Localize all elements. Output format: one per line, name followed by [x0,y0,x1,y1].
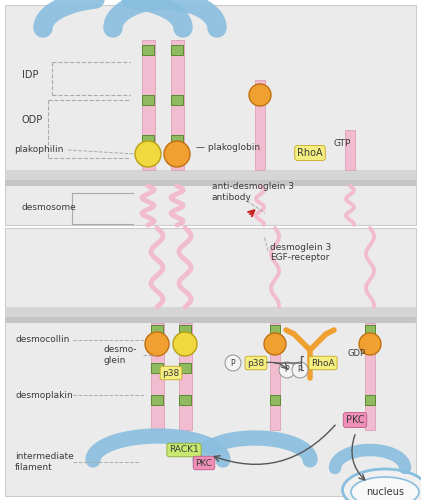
Circle shape [292,362,308,378]
Text: P: P [298,366,302,374]
Bar [5,180,416,186]
Circle shape [145,332,169,356]
Bar [142,95,154,105]
Circle shape [264,333,286,355]
Text: IDP: IDP [22,70,38,80]
Bar [270,395,280,405]
Circle shape [173,332,197,356]
Bar [270,323,280,430]
Text: PKC: PKC [195,458,213,468]
Circle shape [225,355,241,371]
Bar [150,323,163,430]
Bar [5,307,416,317]
Circle shape [279,362,295,378]
Bar [151,395,163,405]
Bar [142,135,154,145]
Text: nucleus: nucleus [366,487,404,497]
Bar [365,325,375,335]
Text: desmosome: desmosome [22,202,77,211]
Text: RhoA: RhoA [297,148,323,158]
Bar [255,80,265,170]
Text: PKC: PKC [346,415,364,425]
Ellipse shape [343,469,421,500]
Text: ODP: ODP [22,115,43,125]
Text: P: P [285,366,289,374]
Text: p38: p38 [248,358,265,368]
Bar [171,135,183,145]
Bar [365,395,375,405]
Bar [142,45,154,55]
Bar [5,5,416,225]
Text: anti-desmoglein 3
antibody: anti-desmoglein 3 antibody [212,182,294,202]
Text: GTP: GTP [333,138,350,147]
Bar [5,228,416,496]
Bar [151,363,163,373]
Bar [365,323,375,430]
Text: plakophilin: plakophilin [14,146,64,154]
Bar [270,325,280,335]
Text: EGF-receptor: EGF-receptor [270,254,329,262]
Text: desmο-
glein: desmο- glein [103,346,136,364]
Bar [171,95,183,105]
Bar [171,45,183,55]
Bar [5,317,416,323]
Bar [171,40,184,170]
Text: RhoA: RhoA [311,358,335,368]
Bar [179,325,191,335]
Bar [179,363,191,373]
Text: desmoplakin: desmoplakin [15,390,73,400]
Bar [179,323,192,430]
Text: desmoglein 3: desmoglein 3 [270,244,331,252]
Text: intermediate
filament: intermediate filament [15,452,74,471]
Ellipse shape [351,477,419,500]
Bar [5,170,416,180]
Text: p38: p38 [163,368,180,378]
Text: P: P [231,358,235,368]
Bar [151,325,163,335]
Circle shape [249,84,271,106]
Circle shape [359,333,381,355]
Text: desmocollin: desmocollin [15,336,69,344]
Text: GDP: GDP [347,348,365,358]
Bar [141,40,155,170]
Circle shape [164,141,190,167]
Circle shape [135,141,161,167]
Text: — plakoglobin: — plakoglobin [196,144,260,152]
Bar [179,395,191,405]
Text: RACK1: RACK1 [169,446,199,454]
Bar [345,130,355,170]
